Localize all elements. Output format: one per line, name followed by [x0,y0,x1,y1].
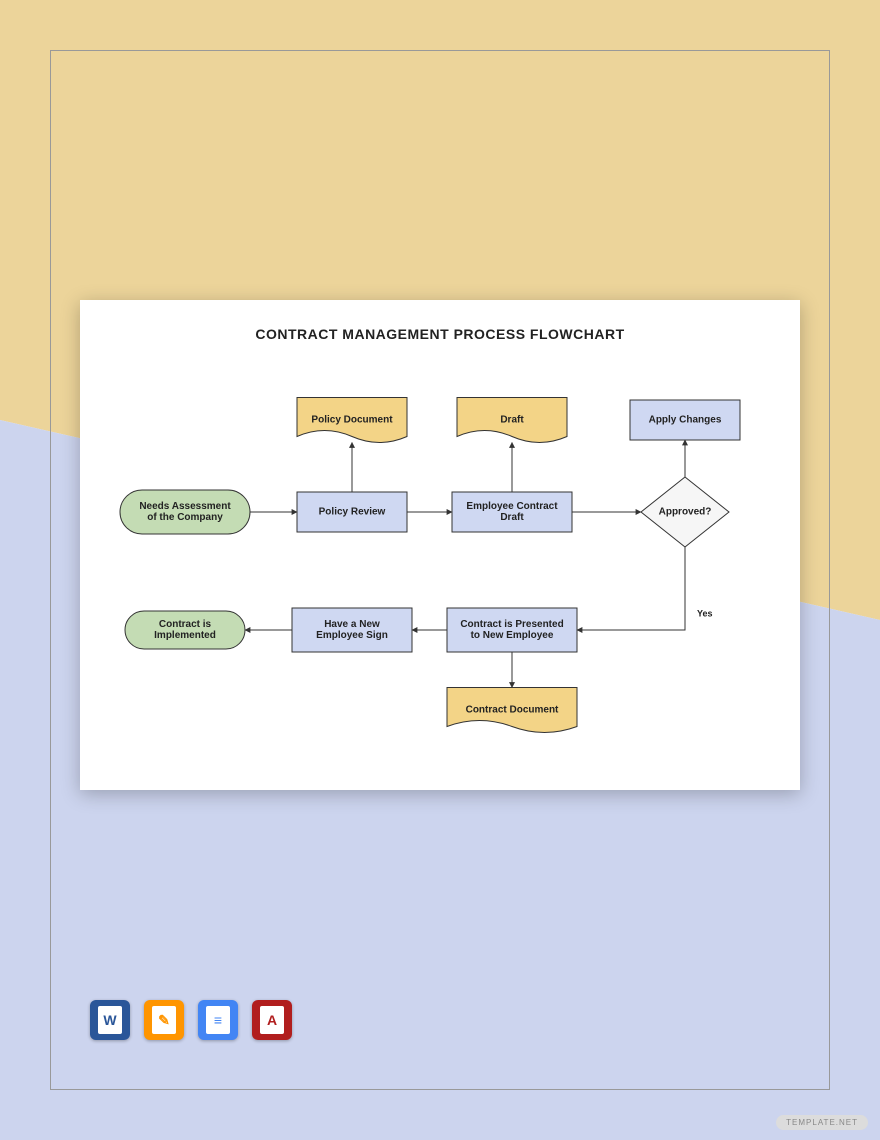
svg-text:Apply Changes: Apply Changes [649,415,722,426]
svg-text:Policy Review: Policy Review [319,507,386,518]
svg-text:Draft: Draft [500,512,524,523]
svg-text:to New Employee: to New Employee [471,630,554,641]
flowchart-svg: NoYes Needs Assessmentof the CompanyPoli… [80,300,800,790]
node-sign: Have a NewEmployee Sign [292,608,412,652]
node-apply: Apply Changes [630,400,740,440]
node-approved: Approved? [641,477,729,547]
svg-text:Have a New: Have a New [324,619,380,630]
word-icon[interactable]: W [90,1000,130,1040]
pages-icon[interactable]: ✎ [144,1000,184,1040]
svg-text:of the Company: of the Company [147,512,223,523]
node-present: Contract is Presentedto New Employee [447,608,577,652]
node-contractdoc: Contract Document [447,688,577,733]
svg-text:Approved?: Approved? [659,507,712,518]
node-draft: Employee ContractDraft [452,492,572,532]
svg-text:Needs Assessment: Needs Assessment [139,501,231,512]
node-review: Policy Review [297,492,407,532]
edge-approved-present [577,547,685,630]
node-policydoc: Policy Document [297,398,407,443]
node-draftdoc: Draft [457,398,567,443]
svg-text:Employee Contract: Employee Contract [466,501,558,512]
svg-text:Implemented: Implemented [154,630,216,641]
flowchart-card: CONTRACT MANAGEMENT PROCESS FLOWCHART No… [80,300,800,790]
svg-text:Draft: Draft [500,415,524,426]
node-needs: Needs Assessmentof the Company [120,490,250,534]
svg-text:Policy Document: Policy Document [311,415,393,426]
node-impl: Contract isImplemented [125,611,245,649]
gdocs-icon[interactable]: ≡ [198,1000,238,1040]
svg-text:Contract is: Contract is [159,619,212,630]
edge-label-yes: Yes [697,609,713,619]
watermark: TEMPLATE.NET [776,1115,868,1130]
svg-text:Contract Document: Contract Document [466,705,559,716]
svg-text:Contract is Presented: Contract is Presented [460,619,563,630]
app-icons-row: W ✎ ≡ A [90,1000,292,1040]
svg-text:Employee Sign: Employee Sign [316,630,388,641]
pdf-icon[interactable]: A [252,1000,292,1040]
